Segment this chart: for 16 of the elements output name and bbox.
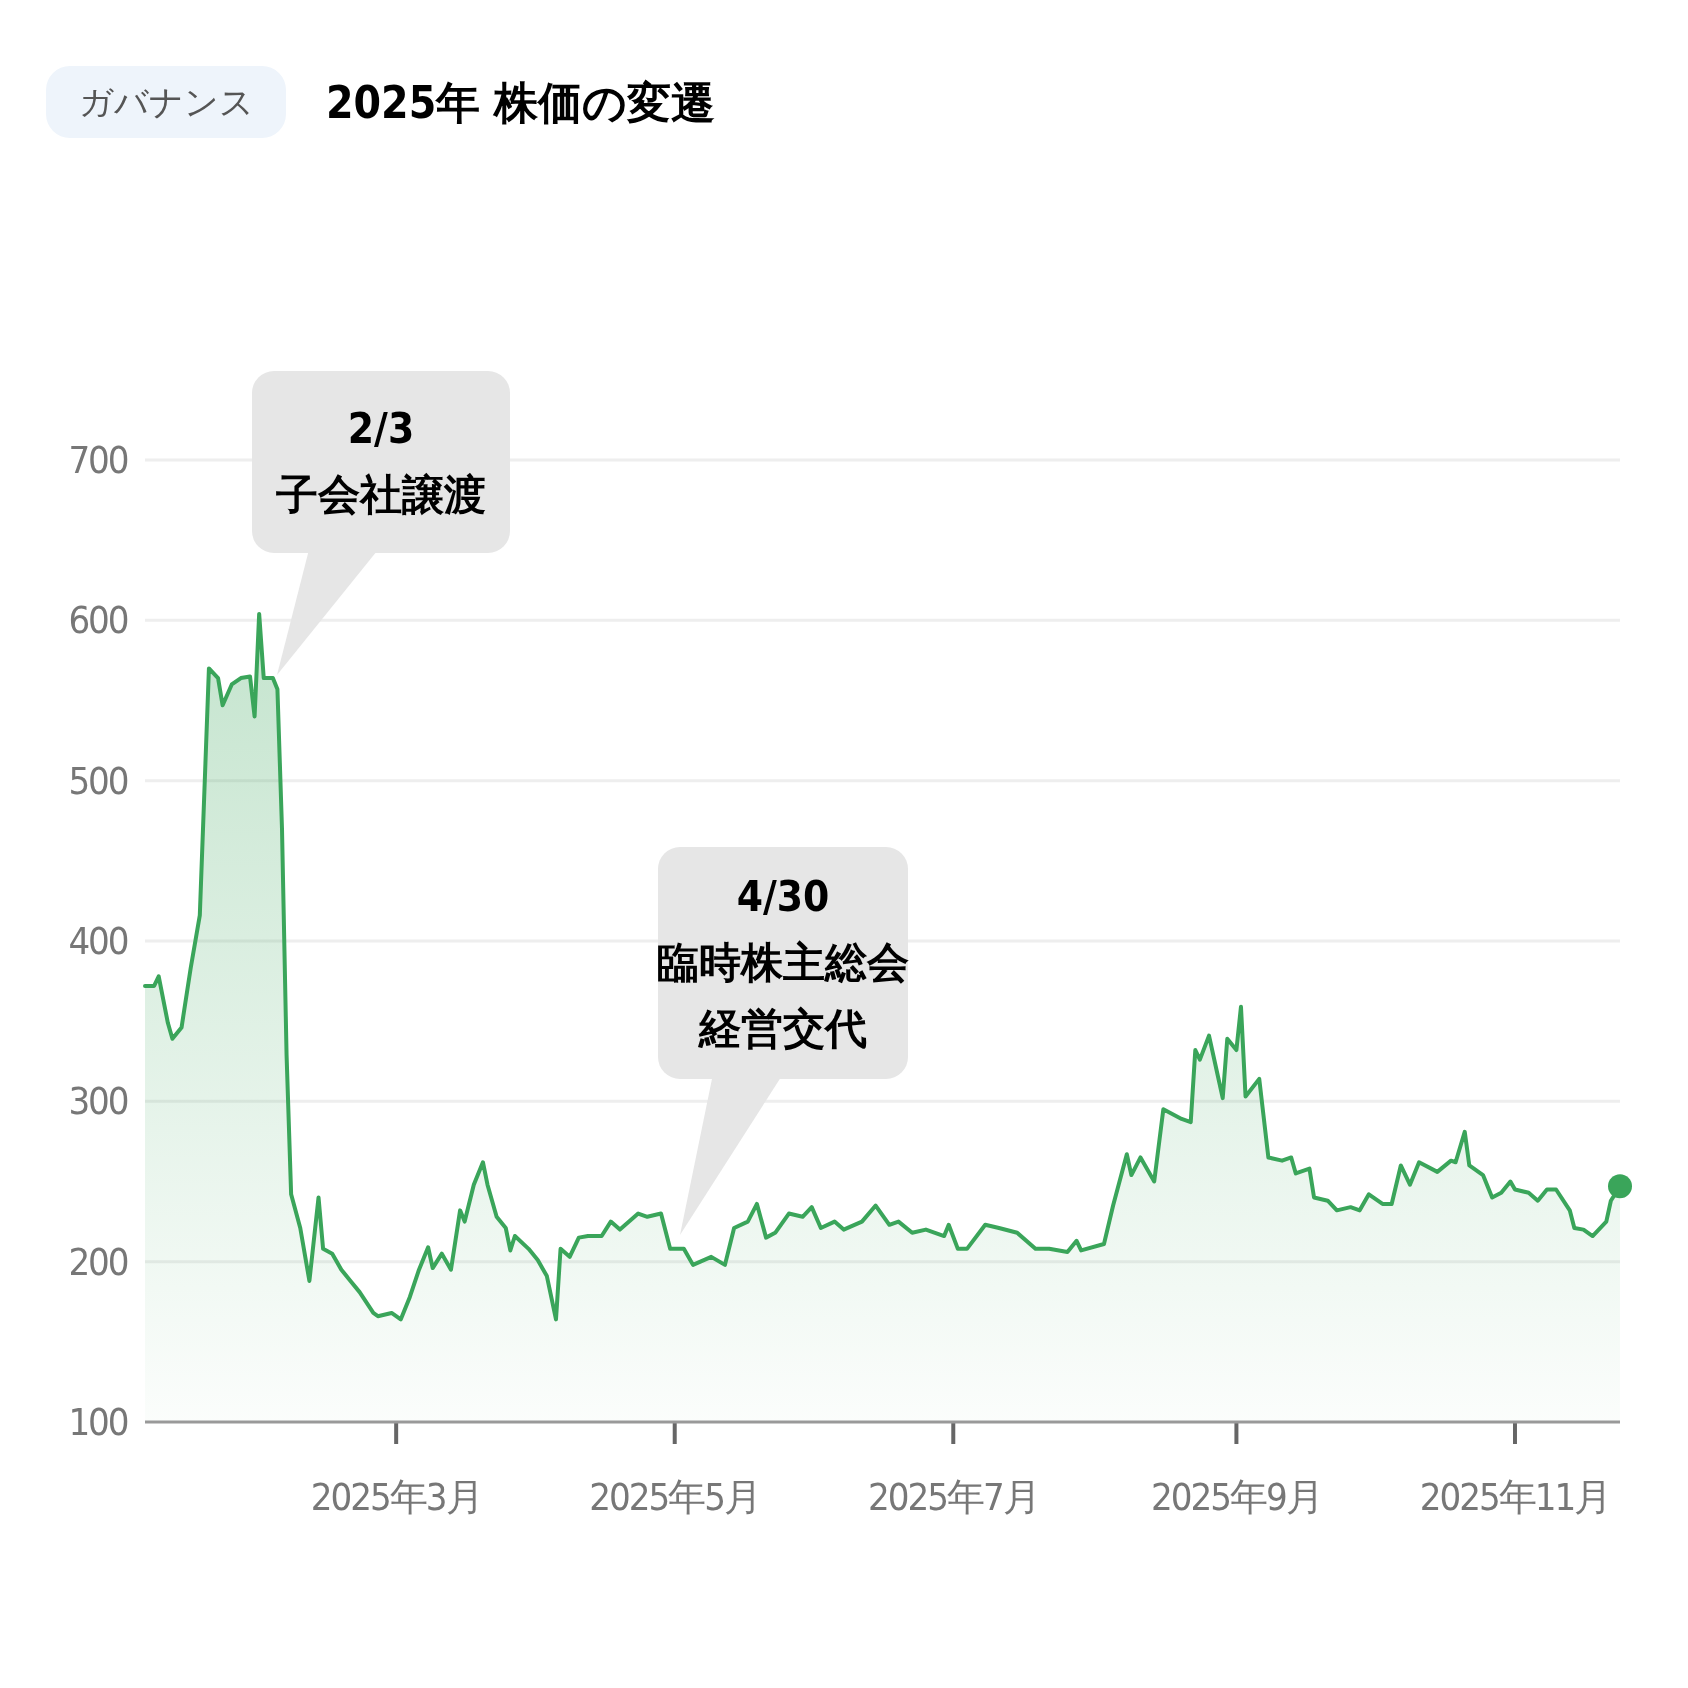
chart-subtitle: ガバナンス: [78, 82, 254, 122]
x-tick-label: 2025年3月: [310, 1475, 482, 1519]
annotation: 2/3 子会社譲渡: [275, 404, 486, 519]
y-tick-label: 100: [68, 1400, 128, 1444]
y-tick-label: 200: [68, 1239, 128, 1284]
x-tick-label: 2025年7月: [867, 1475, 1039, 1519]
annotation: 4/30 臨時株主総会経営交代: [657, 872, 909, 1053]
x-tick-label: 2025年5月: [589, 1475, 761, 1519]
x-tick-label: 2025年11月: [1419, 1475, 1611, 1519]
y-tick-label: 700: [68, 438, 128, 482]
y-tick-label: 500: [68, 758, 128, 803]
y-tick-label: 600: [68, 598, 128, 643]
y-tick-label: 400: [68, 919, 128, 963]
chart-title: 2025年 株価の変遷: [326, 77, 715, 128]
y-tick-label: 300: [68, 1079, 128, 1124]
x-tick-label: 2025年9月: [1151, 1475, 1322, 1519]
